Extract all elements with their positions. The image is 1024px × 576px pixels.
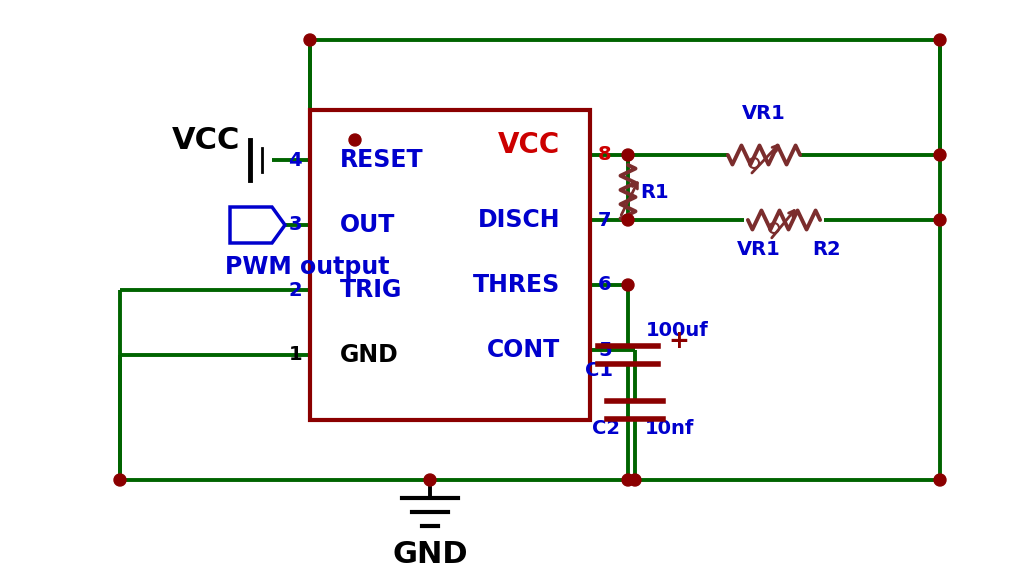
Text: 1: 1	[289, 346, 302, 365]
Circle shape	[934, 149, 946, 161]
Text: C1: C1	[585, 361, 613, 380]
Text: VR1: VR1	[742, 104, 785, 123]
Circle shape	[349, 134, 361, 146]
Bar	[310, 110, 590, 420]
Text: 8: 8	[598, 146, 611, 165]
Circle shape	[424, 474, 436, 486]
Text: VCC: VCC	[172, 126, 240, 155]
Circle shape	[622, 214, 634, 226]
Circle shape	[622, 149, 634, 161]
Text: DISCH: DISCH	[477, 208, 560, 232]
Text: VCC: VCC	[498, 131, 560, 159]
Text: GND: GND	[392, 540, 468, 569]
Text: 5: 5	[598, 340, 611, 359]
Text: 6: 6	[598, 275, 611, 294]
Circle shape	[934, 34, 946, 46]
Text: R2: R2	[812, 240, 841, 259]
Text: 10nf: 10nf	[645, 419, 694, 438]
Text: 3: 3	[289, 215, 302, 234]
Text: GND: GND	[340, 343, 398, 367]
Circle shape	[304, 34, 316, 46]
Text: TRIG: TRIG	[340, 278, 402, 302]
Circle shape	[622, 279, 634, 291]
Text: THRES: THRES	[473, 273, 560, 297]
Circle shape	[934, 474, 946, 486]
Text: R1: R1	[640, 183, 669, 202]
Text: RESET: RESET	[340, 148, 424, 172]
Text: 100uf: 100uf	[646, 320, 709, 339]
Text: CONT: CONT	[486, 338, 560, 362]
Text: +: +	[668, 329, 689, 353]
Text: 4: 4	[289, 150, 302, 169]
Circle shape	[114, 474, 126, 486]
Circle shape	[622, 474, 634, 486]
Circle shape	[629, 474, 641, 486]
Text: OUT: OUT	[340, 213, 395, 237]
Circle shape	[934, 214, 946, 226]
Text: 7: 7	[598, 210, 611, 229]
Text: VR1: VR1	[737, 240, 781, 259]
Text: C2: C2	[592, 419, 620, 438]
Text: PWM output: PWM output	[225, 255, 389, 279]
Text: 2: 2	[289, 281, 302, 300]
